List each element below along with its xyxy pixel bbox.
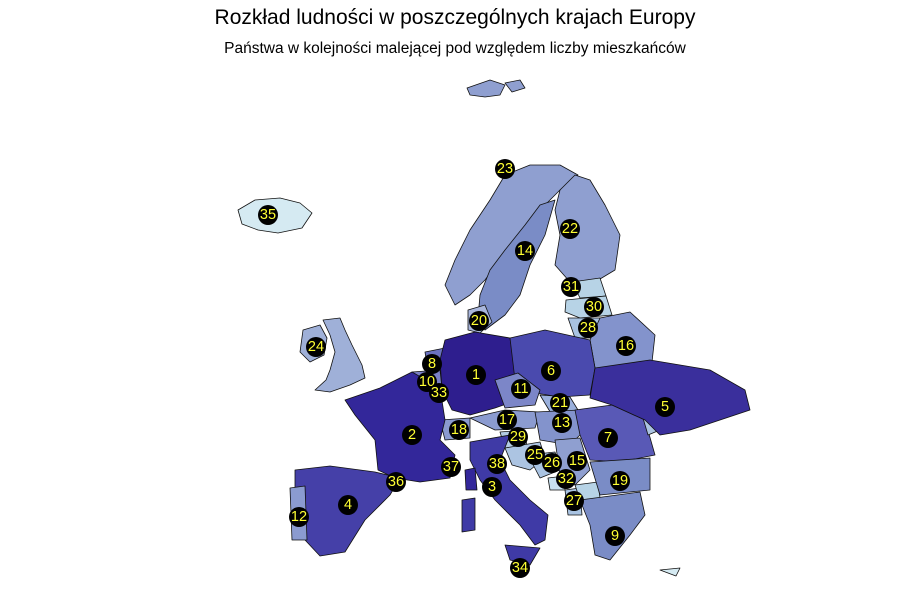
marker-rank-23: 23 [495, 159, 515, 179]
marker-rank-27: 27 [564, 491, 584, 511]
marker-rank-3: 3 [482, 477, 502, 497]
country-greece [579, 491, 646, 561]
rank-label: 21 [552, 395, 568, 411]
marker-rank-26: 26 [542, 453, 562, 473]
country-corsica [464, 467, 478, 491]
marker-rank-11: 11 [511, 379, 531, 399]
rank-label: 38 [489, 456, 505, 472]
marker-rank-13: 13 [552, 413, 572, 433]
rank-label: 34 [512, 560, 528, 576]
marker-rank-5: 5 [655, 397, 675, 417]
marker-rank-15: 15 [567, 451, 587, 471]
marker-rank-8: 8 [422, 354, 442, 374]
rank-label: 28 [580, 320, 596, 336]
country-uk [314, 317, 366, 393]
map-subtitle: Państwa w kolejności malejącej pod wzglę… [224, 40, 686, 57]
country-ukraine [589, 359, 751, 436]
country-shapes [237, 79, 751, 577]
rank-label: 9 [611, 528, 619, 544]
rank-label: 30 [586, 299, 602, 315]
rank-label: 10 [419, 374, 435, 390]
marker-rank-37: 37 [441, 457, 461, 477]
marker-rank-34: 34 [510, 558, 530, 578]
rank-label: 17 [499, 412, 515, 428]
rank-label: 11 [513, 381, 528, 397]
marker-rank-4: 4 [338, 495, 358, 515]
marker-rank-21: 21 [550, 393, 570, 413]
rank-label: 12 [291, 509, 307, 525]
rank-label: 22 [562, 221, 578, 237]
rank-label: 33 [431, 385, 447, 401]
marker-rank-18: 18 [449, 420, 469, 440]
marker-rank-7: 7 [598, 428, 618, 448]
country-sicily [504, 544, 541, 566]
rank-label: 25 [527, 447, 543, 463]
rank-label: 4 [344, 497, 352, 513]
rank-label: 3 [488, 479, 496, 495]
marker-rank-25: 25 [525, 445, 545, 465]
marker-rank-9: 9 [605, 526, 625, 546]
rank-label: 15 [569, 453, 585, 469]
marker-rank-2: 2 [402, 425, 422, 445]
rank-label: 8 [428, 356, 436, 372]
country-sardinia [461, 497, 476, 533]
marker-rank-28: 28 [578, 318, 598, 338]
rank-label: 23 [497, 161, 513, 177]
marker-rank-20: 20 [469, 311, 489, 331]
rank-label: 19 [612, 473, 628, 489]
marker-rank-38: 38 [487, 454, 507, 474]
country-cyprus [659, 567, 681, 577]
rank-label: 20 [471, 313, 487, 329]
marker-rank-29: 29 [508, 427, 528, 447]
marker-rank-6: 6 [541, 361, 561, 381]
rank-label: 1 [472, 367, 480, 383]
rank-label: 16 [618, 338, 634, 354]
country-svalbard [466, 79, 526, 98]
rank-label: 29 [510, 429, 526, 445]
marker-rank-32: 32 [556, 469, 576, 489]
rank-label: 5 [661, 399, 669, 415]
rank-label: 37 [443, 459, 459, 475]
marker-rank-33: 33 [429, 383, 449, 403]
marker-rank-16: 16 [616, 336, 636, 356]
rank-label: 2 [408, 427, 416, 443]
country-sweden [477, 199, 556, 331]
marker-rank-35: 35 [258, 205, 278, 225]
marker-rank-36: 36 [386, 472, 406, 492]
marker-rank-12: 12 [289, 507, 309, 527]
marker-rank-31: 31 [561, 277, 581, 297]
rank-label: 32 [558, 471, 574, 487]
country-finland [554, 174, 621, 286]
rank-label: 6 [547, 363, 555, 379]
marker-rank-1: 1 [466, 365, 486, 385]
marker-rank-30: 30 [584, 297, 604, 317]
marker-rank-19: 19 [610, 471, 630, 491]
rank-label: 35 [260, 207, 276, 223]
rank-label: 14 [517, 243, 533, 259]
marker-rank-24: 24 [306, 337, 326, 357]
marker-rank-17: 17 [497, 410, 517, 430]
rank-label: 18 [451, 422, 467, 438]
rank-label: 36 [388, 474, 404, 490]
marker-rank-14: 14 [515, 241, 535, 261]
marker-rank-22: 22 [560, 219, 580, 239]
rank-markers: 1 2 3 4 5 6 7 8 9 10 11 12 13 14 15 16 1… [258, 159, 675, 578]
rank-label: 31 [563, 279, 579, 295]
rank-label: 13 [554, 415, 570, 431]
rank-label: 27 [566, 493, 582, 509]
rank-label: 24 [308, 339, 324, 355]
rank-label: 26 [544, 455, 560, 471]
rank-label: 7 [604, 430, 612, 446]
map-title: Rozkład ludności w poszczególnych krajac… [214, 6, 696, 29]
